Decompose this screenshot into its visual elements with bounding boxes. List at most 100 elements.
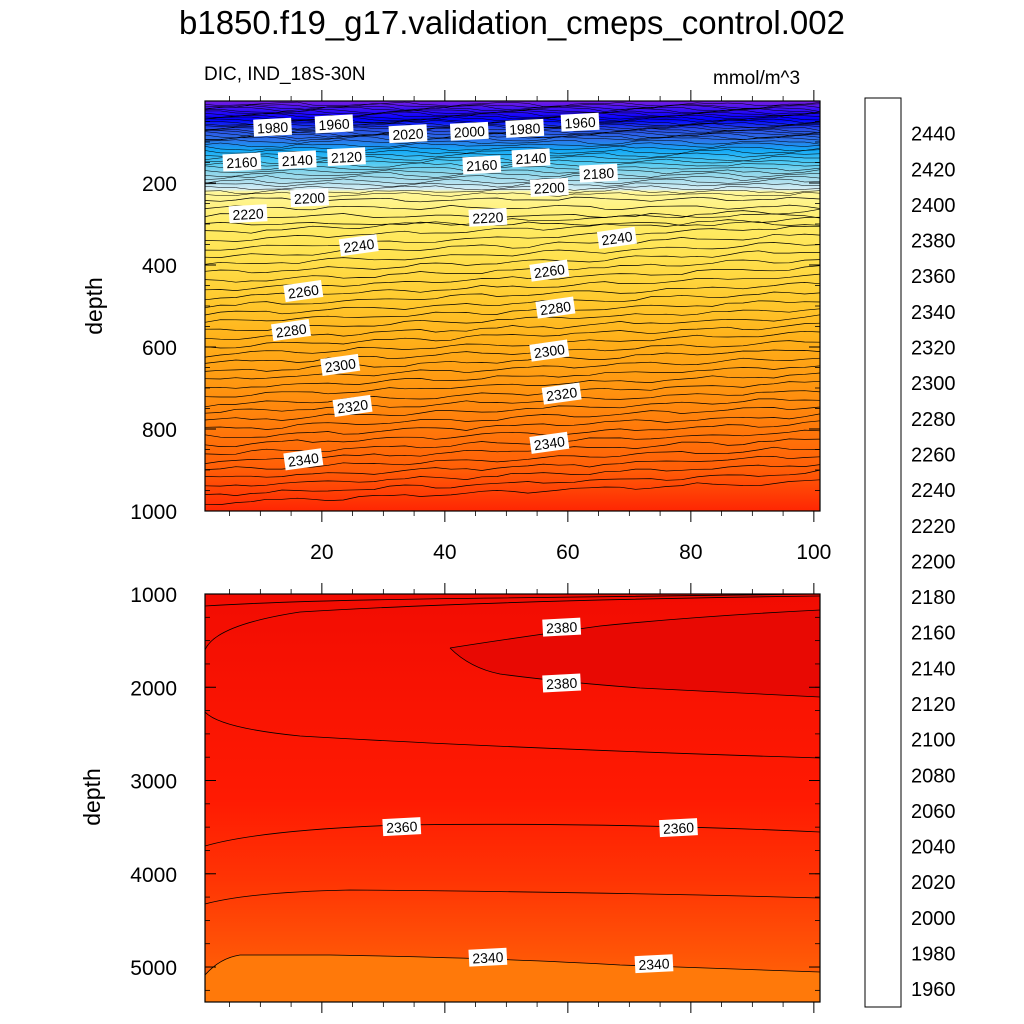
- contour-label-background: [535, 296, 576, 319]
- contour-label-background: [468, 947, 508, 967]
- colorbar-tick-label: 2440: [911, 124, 956, 146]
- contour-label-text: 2340: [287, 450, 320, 470]
- chart-subtitle-units: mmol/m^3: [713, 68, 801, 89]
- contour-line: [205, 823, 820, 847]
- contour-label-text: 2200: [533, 179, 565, 197]
- colorbar-tick-label: 2120: [911, 694, 956, 716]
- contour-label-text: 2280: [275, 320, 308, 340]
- chart-title: b1850.f19_g17.validation_cmeps_control.0…: [179, 4, 845, 41]
- contour-line: [205, 282, 820, 309]
- contour-label: 2360: [659, 818, 698, 838]
- y-tick-label: 2000: [130, 677, 177, 700]
- contour-label-background: [332, 394, 373, 417]
- contour-label: 1960: [314, 114, 354, 134]
- contour-label: 2020: [388, 124, 428, 144]
- colorbar-tick-label: 2140: [911, 658, 956, 680]
- x-tick-label: 80: [679, 541, 702, 564]
- contour-label-text: 2020: [392, 125, 424, 143]
- contour-line: [205, 357, 820, 380]
- contour-label-background: [222, 152, 262, 172]
- contour-label-text: 2360: [386, 818, 418, 836]
- contour-label-background: [579, 163, 618, 183]
- contour-label-text: 2160: [466, 157, 498, 175]
- contour-line: [205, 135, 820, 142]
- lower-contour-lines: [205, 594, 820, 976]
- upper-contour-labels: 1980 1960 2020 2000 1980 1960 2160 2140 2120 2160…: [222, 112, 637, 471]
- contour-label-background: [277, 150, 317, 170]
- x-tick-label: 60: [556, 541, 579, 564]
- contour-label-background: [560, 112, 600, 132]
- colorbar-tick-label: 2240: [911, 480, 956, 502]
- contour-label: 2300: [529, 339, 570, 362]
- contour-label: 2320: [332, 394, 373, 417]
- contour-label: 2380: [542, 673, 582, 693]
- contour-label: 2180: [579, 163, 618, 183]
- contour-label-text: 2240: [342, 236, 375, 256]
- colorbar: 1960 1980 2000 2020 2040 2060 2080 2100 2120 2140…: [864, 97, 956, 1008]
- contour-line: [205, 101, 820, 108]
- contour-label-background: [290, 188, 329, 208]
- contour-line: [205, 380, 820, 408]
- contour-label-text: 2280: [539, 298, 572, 318]
- contour-label: 2280: [271, 319, 312, 342]
- contour-line: [205, 233, 820, 258]
- contour-label: 2200: [529, 177, 569, 197]
- contour-label: 2240: [338, 234, 379, 257]
- contour-label-text: 2000: [453, 123, 485, 141]
- colorbar-tick-label: 2020: [911, 872, 956, 894]
- contour-label-background: [542, 673, 582, 693]
- contour-label-background: [271, 319, 312, 342]
- lower-contour-panel: 2380 2380 2360 2360 2340 2340 1000 2000 3000 400…: [79, 583, 821, 1013]
- contour-line: [205, 398, 820, 421]
- contour-line: [205, 349, 820, 372]
- contour-label-background: [314, 114, 354, 134]
- contour-label-background: [449, 121, 489, 141]
- contour-label-text: 2340: [472, 949, 504, 967]
- colorbar-tick-label: 2160: [911, 623, 956, 645]
- upper-contour-panel: 1980 1960 2020 2000 1980 1960 2160 2140 2120 2160…: [81, 90, 831, 564]
- contour-label: 1980: [505, 118, 545, 138]
- contour-label: 2300: [320, 353, 361, 376]
- contour-label: 2120: [327, 147, 366, 167]
- contour-label: 2240: [596, 226, 637, 249]
- contour-label: 2260: [283, 280, 324, 303]
- contour-label-text: 2160: [226, 154, 258, 172]
- contour-line: [205, 469, 820, 496]
- contour-label-text: 2240: [600, 228, 633, 248]
- y-tick-label: 1000: [130, 584, 177, 607]
- contour-line: [205, 119, 820, 125]
- colorbar-tick-label: 2200: [911, 551, 956, 573]
- contour-line: [205, 711, 820, 759]
- contour-label: 2160: [222, 152, 262, 172]
- contour-label-text: 1960: [564, 114, 596, 132]
- x-tick-label: 20: [310, 541, 333, 564]
- contour-label-background: [382, 817, 422, 837]
- contour-label: 2360: [382, 817, 422, 837]
- contour-line: [205, 595, 820, 651]
- contour-line: [205, 142, 820, 148]
- lower-max-region: [450, 610, 820, 697]
- colorbar-tick-label: 2380: [911, 231, 956, 253]
- contour-label: 2000: [449, 121, 489, 141]
- contour-label-text: 2140: [515, 150, 547, 168]
- contour-label-text: 2140: [281, 152, 313, 170]
- contour-line: [205, 479, 820, 505]
- contour-label-background: [283, 448, 324, 471]
- contour-label-background: [388, 124, 428, 144]
- contour-label: 2260: [529, 259, 570, 282]
- lower-plot-frame: [204, 593, 821, 1003]
- y-tick-label: 400: [142, 255, 177, 278]
- contour-label: 2280: [535, 296, 576, 319]
- contour-label-text: 2300: [533, 341, 566, 361]
- contour-line: [205, 242, 820, 265]
- contour-label-text: 2260: [533, 261, 566, 281]
- contour-label-text: 2320: [545, 384, 578, 404]
- colorbar-tick-labels: 1960 1980 2000 2020 2040 2060 2080 2100 2120 2140…: [911, 124, 956, 1002]
- contour-line: [449, 647, 820, 698]
- colorbar-frame: [864, 97, 902, 1008]
- contour-label-background: [529, 339, 570, 362]
- contour-label-background: [542, 617, 582, 637]
- contour-label-text: 2220: [472, 209, 504, 227]
- colorbar-tick-label: 1980: [911, 944, 956, 966]
